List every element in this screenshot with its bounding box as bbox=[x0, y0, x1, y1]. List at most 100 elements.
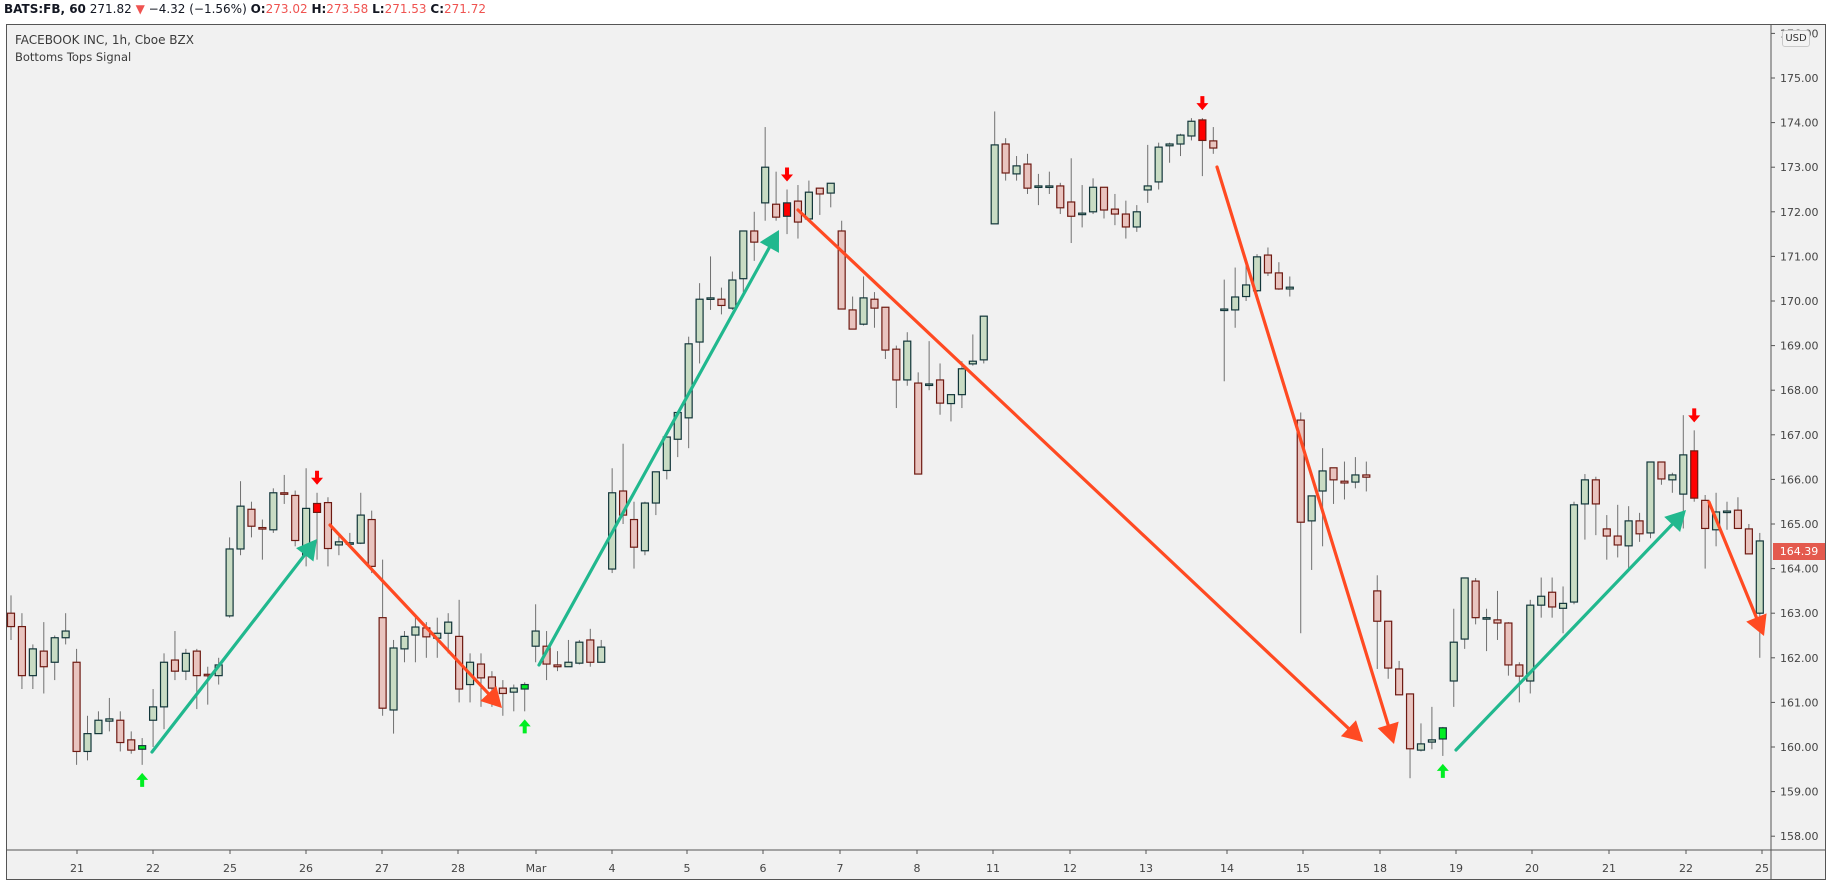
bull-candle bbox=[1045, 185, 1054, 189]
bear-candle bbox=[312, 502, 322, 514]
arrow-down-icon bbox=[1688, 408, 1701, 423]
bear-candle bbox=[750, 230, 759, 243]
y-tick-label: 160.00 bbox=[1780, 741, 1819, 754]
bull-candle bbox=[782, 202, 792, 217]
bear-candle bbox=[771, 203, 781, 218]
bear-candle bbox=[1395, 668, 1404, 696]
x-tick-label: 15 bbox=[1296, 862, 1310, 875]
currency-badge[interactable]: USD bbox=[1782, 30, 1810, 47]
arrow-down-icon bbox=[781, 167, 794, 182]
bull-candle bbox=[94, 719, 103, 735]
bull-candle bbox=[356, 514, 365, 544]
arrow-up-icon bbox=[518, 719, 531, 734]
x-tick-label: 11 bbox=[986, 862, 1000, 875]
bull-candle bbox=[1427, 739, 1437, 743]
bull-candle bbox=[1220, 308, 1229, 312]
bull-candle bbox=[1646, 461, 1655, 534]
y-tick-label: 168.00 bbox=[1780, 384, 1819, 397]
bear-candle bbox=[1373, 590, 1382, 622]
y-tick-label: 167.00 bbox=[1780, 429, 1819, 442]
bear-candle bbox=[487, 676, 497, 689]
bear-candle bbox=[17, 625, 27, 677]
arrowhead-icon bbox=[480, 685, 502, 708]
bull-candle bbox=[1668, 474, 1677, 481]
x-tick-label: 21 bbox=[1602, 862, 1616, 875]
chart-title: FACEBOOK INC, 1h, Cboe BZX bbox=[15, 33, 194, 47]
bear-candle bbox=[1635, 520, 1644, 535]
bear-candle bbox=[848, 309, 857, 330]
bull-candle bbox=[400, 635, 409, 650]
bear-candle bbox=[1099, 186, 1109, 211]
bull-candle bbox=[509, 687, 518, 693]
low-label: L: bbox=[372, 2, 385, 16]
y-tick-label: 158.00 bbox=[1780, 830, 1819, 843]
bull-candle bbox=[1165, 143, 1174, 147]
bear-candle bbox=[192, 650, 201, 677]
bull-candle bbox=[1624, 520, 1633, 547]
bull-candle bbox=[1569, 504, 1579, 603]
arrowhead-icon bbox=[1340, 720, 1363, 742]
bull-candle bbox=[903, 340, 912, 381]
bull-candle bbox=[1449, 641, 1458, 682]
bear-candle bbox=[72, 661, 81, 753]
downtrend-line bbox=[796, 208, 1351, 730]
arrow-up-icon bbox=[136, 772, 149, 787]
bear-candle bbox=[1690, 450, 1699, 499]
symbol-interval[interactable]: BATS:FB, 60 bbox=[4, 2, 86, 16]
bull-candle bbox=[706, 297, 715, 300]
bear-candle bbox=[1056, 185, 1065, 209]
bear-candle bbox=[1591, 479, 1600, 505]
bull-candle bbox=[225, 548, 234, 617]
bull-candle bbox=[804, 191, 813, 220]
x-tick-label: 7 bbox=[837, 862, 844, 875]
bear-candle bbox=[553, 664, 562, 668]
indicator-name[interactable]: Bottoms Tops Signal bbox=[15, 50, 132, 64]
bull-candle bbox=[968, 360, 977, 365]
bear-candle bbox=[935, 379, 945, 404]
y-tick-label: 162.00 bbox=[1780, 652, 1819, 665]
close-label: C: bbox=[430, 2, 444, 16]
bear-candle bbox=[914, 382, 923, 475]
bear-candle bbox=[1209, 140, 1218, 149]
y-tick-label: 166.00 bbox=[1780, 473, 1819, 486]
high-label: H: bbox=[311, 2, 327, 16]
bear-candle bbox=[1744, 528, 1753, 555]
bull-candle bbox=[979, 315, 988, 361]
price-change: −4.32 (−1.56%) bbox=[148, 2, 247, 16]
y-tick-label: 173.00 bbox=[1780, 161, 1819, 174]
y-tick-label: 174.00 bbox=[1780, 117, 1819, 130]
bull-candle bbox=[105, 718, 114, 722]
x-tick-label: 4 bbox=[609, 862, 616, 875]
bull-candle bbox=[826, 182, 835, 194]
x-tick-label: 22 bbox=[1679, 862, 1693, 875]
bull-candle bbox=[990, 144, 999, 225]
y-tick-label: 159.00 bbox=[1780, 786, 1819, 799]
bull-candle bbox=[138, 745, 147, 750]
bull-candle bbox=[1416, 743, 1426, 751]
bull-candle bbox=[695, 298, 704, 343]
bull-candle bbox=[50, 637, 59, 663]
bear-candle bbox=[498, 687, 507, 695]
y-tick-label: 175.00 bbox=[1780, 72, 1819, 85]
bear-candle bbox=[1362, 474, 1371, 478]
bear-candle bbox=[247, 508, 256, 527]
bear-candle bbox=[1340, 480, 1349, 484]
bull-candle bbox=[1034, 185, 1043, 189]
bear-candle bbox=[476, 663, 486, 679]
bear-candle bbox=[378, 617, 387, 709]
last-price: 271.82 bbox=[89, 2, 132, 16]
bull-candle bbox=[957, 368, 967, 396]
bull-candle bbox=[334, 541, 343, 546]
bull-candle bbox=[684, 343, 693, 419]
bear-candle bbox=[258, 526, 267, 530]
bull-candle bbox=[651, 471, 660, 504]
bull-candle bbox=[1143, 185, 1152, 191]
bull-candle bbox=[444, 621, 453, 634]
bear-candle bbox=[1067, 201, 1076, 217]
arrowhead-icon bbox=[1746, 613, 1767, 636]
open-label: O: bbox=[250, 2, 266, 16]
bear-candle bbox=[586, 639, 595, 663]
x-tick-label: 20 bbox=[1525, 862, 1539, 875]
bear-candle bbox=[291, 494, 300, 542]
